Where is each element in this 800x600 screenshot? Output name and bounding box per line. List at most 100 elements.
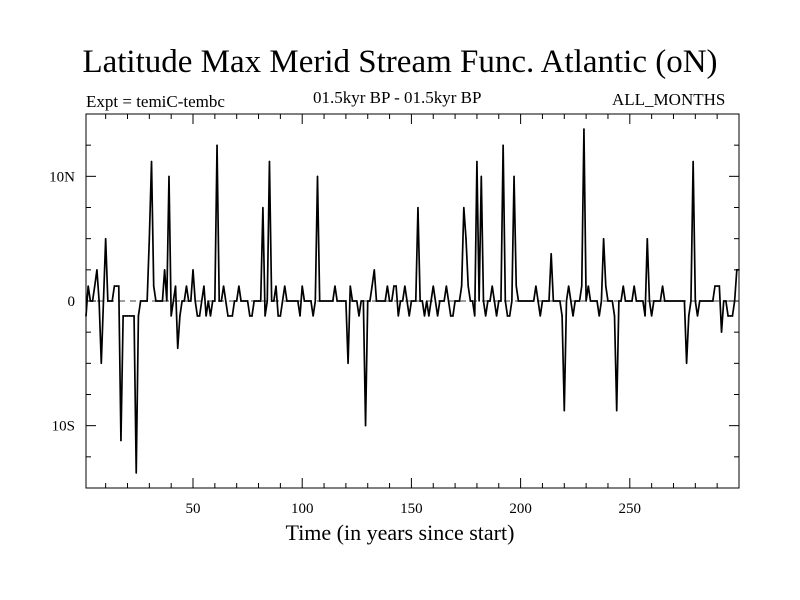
data-point <box>729 315 732 317</box>
data-point <box>141 300 144 302</box>
data-point <box>297 300 299 302</box>
data-point <box>452 315 454 317</box>
data-point <box>209 315 212 317</box>
data-point <box>587 285 590 287</box>
data-point <box>388 300 391 302</box>
data-point <box>166 300 168 302</box>
data-point <box>705 300 708 302</box>
data-point <box>190 300 192 302</box>
data-point <box>292 300 295 302</box>
data-point <box>644 315 646 317</box>
data-point <box>117 285 120 287</box>
y-tick-label: 10N <box>49 169 75 185</box>
data-point <box>725 300 727 302</box>
data-point <box>447 300 450 302</box>
data-point <box>104 237 107 240</box>
data-point <box>580 285 583 287</box>
data-point <box>718 285 721 287</box>
data-point <box>668 300 670 302</box>
data-point <box>473 315 476 317</box>
data-point <box>513 175 515 178</box>
data-point <box>375 300 378 302</box>
data-point <box>731 315 734 317</box>
data-point <box>539 315 542 317</box>
data-point <box>478 300 480 302</box>
data-point <box>604 285 607 287</box>
data-point <box>631 300 633 302</box>
data-point <box>709 300 712 302</box>
data-point <box>701 300 703 302</box>
x-tick-label: 100 <box>291 501 314 517</box>
data-point <box>650 315 653 317</box>
data-point <box>663 300 666 302</box>
data-point <box>152 285 155 287</box>
data-point <box>425 300 428 302</box>
data-point <box>214 300 216 302</box>
data-point <box>390 300 393 302</box>
data-point <box>369 300 371 302</box>
data-point <box>596 300 598 302</box>
data-point <box>137 315 140 317</box>
data-point <box>393 285 395 287</box>
data-point <box>417 206 419 209</box>
data-point <box>677 300 679 302</box>
x-tick-label: 200 <box>509 501 532 517</box>
data-point <box>203 285 205 287</box>
data-point <box>408 315 411 317</box>
data-point <box>303 300 306 302</box>
data-point <box>323 300 325 302</box>
data-point <box>288 300 290 302</box>
data-point <box>613 315 616 317</box>
data-point <box>439 300 441 302</box>
data-point <box>161 300 164 302</box>
data-point <box>458 300 461 302</box>
data-point <box>703 300 705 302</box>
data-point <box>463 206 465 209</box>
y-tick-label: 10S <box>52 419 75 435</box>
data-point <box>670 300 673 302</box>
data-point <box>227 315 229 317</box>
data-point <box>714 285 716 287</box>
data-point <box>157 300 159 302</box>
data-point <box>535 285 537 287</box>
data-point <box>543 300 546 302</box>
data-point <box>585 300 587 302</box>
data-point <box>406 300 408 302</box>
data-point <box>690 300 692 302</box>
data-point <box>600 300 603 302</box>
data-point <box>504 300 507 302</box>
data-point <box>552 300 555 302</box>
data-point <box>168 175 170 178</box>
data-point <box>253 300 255 302</box>
data-point <box>277 315 279 317</box>
data-point <box>224 300 227 302</box>
data-point <box>519 300 522 302</box>
data-point <box>144 300 146 302</box>
data-point <box>249 315 251 317</box>
data-point <box>423 315 426 317</box>
data-point <box>124 315 127 317</box>
data-point <box>491 285 494 287</box>
data-point <box>657 300 659 302</box>
data-point <box>268 160 271 163</box>
data-point <box>412 300 415 302</box>
data-point <box>270 300 273 302</box>
data-point <box>449 315 452 317</box>
data-point <box>338 300 341 302</box>
data-point <box>364 424 367 427</box>
data-point <box>441 300 443 302</box>
data-point <box>316 175 319 178</box>
data-point <box>736 269 738 271</box>
data-point <box>716 285 718 287</box>
data-point <box>244 300 247 302</box>
data-point <box>382 300 384 302</box>
data-point <box>192 269 194 271</box>
data-point <box>515 285 518 287</box>
data-point <box>559 300 561 302</box>
data-point <box>126 315 129 317</box>
data-point <box>526 300 528 302</box>
data-point <box>720 331 723 333</box>
data-point <box>443 300 445 302</box>
data-point <box>521 300 524 302</box>
